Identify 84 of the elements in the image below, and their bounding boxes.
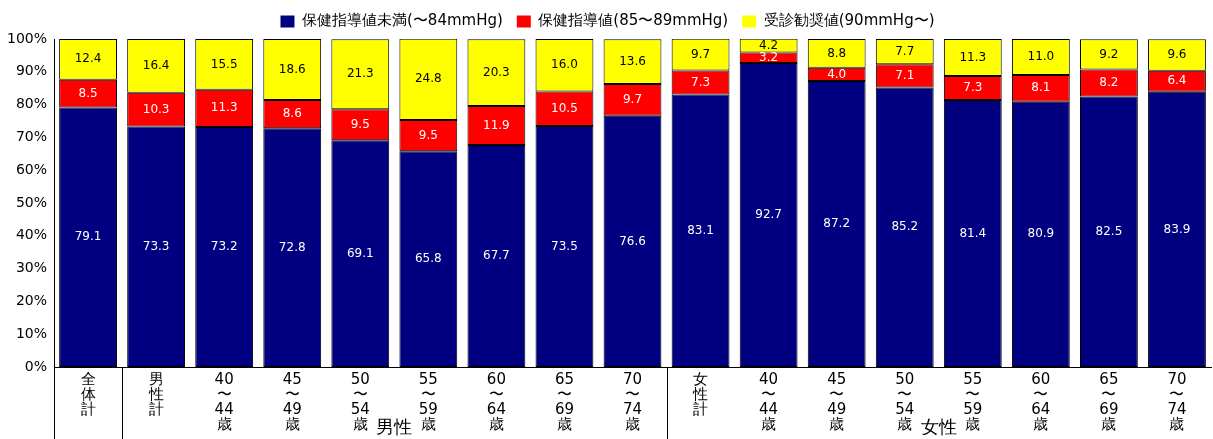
data-label: 8.1 xyxy=(1031,80,1051,95)
data-label: 9.7 xyxy=(622,91,643,106)
data-label: 85.2 xyxy=(891,219,919,234)
x-tick-label: 65〜69歳 xyxy=(1099,370,1119,434)
data-label: 12.4 xyxy=(74,51,102,66)
data-label: 73.2 xyxy=(210,239,238,254)
data-label: 80.9 xyxy=(1027,226,1055,241)
x-tick-label: 60〜64歳 xyxy=(486,370,506,434)
x-tick-label: 55〜59歳 xyxy=(963,370,983,434)
data-label: 18.6 xyxy=(278,61,306,76)
data-label: 83.9 xyxy=(1163,221,1191,236)
legend-label: 保健指導値(85〜89mmHg) xyxy=(538,11,729,30)
x-tick-label: 45〜49歳 xyxy=(282,370,302,434)
y-tick-label: 50% xyxy=(15,193,48,210)
text: 女性 xyxy=(920,415,957,437)
x-tick-label: 50〜54歳 xyxy=(350,370,370,434)
data-label: 10.5 xyxy=(551,100,578,115)
data-label: 16.4 xyxy=(142,58,170,73)
data-label: 81.4 xyxy=(959,225,987,240)
y-tick-label: 90% xyxy=(15,62,48,79)
y-tick-label: 80% xyxy=(15,95,48,112)
data-label: 16.0 xyxy=(551,57,578,72)
data-label: 72.8 xyxy=(278,239,306,254)
legend-label: 保健指導値未満(〜84mmHg) xyxy=(301,11,503,30)
data-label: 10.3 xyxy=(142,101,170,116)
data-label: 9.2 xyxy=(1099,46,1119,61)
data-label: 92.7 xyxy=(755,207,782,222)
data-label: 83.1 xyxy=(687,222,714,237)
data-label: 21.3 xyxy=(346,66,374,81)
data-label: 3.2 xyxy=(759,49,779,64)
data-label: 11.3 xyxy=(210,100,238,115)
data-label: 4.0 xyxy=(827,66,847,81)
data-label: 65.8 xyxy=(414,251,442,266)
x-tick-label: 50〜54歳 xyxy=(895,370,915,434)
y-tick-label: 70% xyxy=(15,128,48,145)
data-label: 73.3 xyxy=(142,238,170,253)
y-tick-label: 40% xyxy=(15,226,48,243)
y-tick-label: 20% xyxy=(15,292,48,309)
data-label: 79.1 xyxy=(74,229,102,244)
data-label: 67.7 xyxy=(483,248,510,263)
data-label: 20.3 xyxy=(483,64,510,79)
x-tick-label: 60〜64歳 xyxy=(1031,370,1051,434)
data-label: 8.8 xyxy=(827,45,847,60)
data-label: 73.5 xyxy=(551,238,578,253)
data-label: 8.2 xyxy=(1099,75,1119,90)
x-tick-label: 40〜44歳 xyxy=(759,370,779,434)
data-label: 6.4 xyxy=(1167,73,1187,88)
data-label: 7.1 xyxy=(895,68,915,83)
data-label: 9.7 xyxy=(691,46,711,61)
y-tick-label: 0% xyxy=(24,357,48,374)
x-tick-label: 70〜74歳 xyxy=(622,370,643,434)
data-label: 9.5 xyxy=(418,127,438,142)
data-label: 8.5 xyxy=(78,85,98,100)
data-label: 9.6 xyxy=(1167,47,1187,62)
data-label: 7.3 xyxy=(963,80,983,95)
data-label: 82.5 xyxy=(1095,223,1123,238)
y-tick-label: 10% xyxy=(15,324,48,341)
x-tick-label: 40〜44歳 xyxy=(214,370,234,434)
data-label: 4.2 xyxy=(759,37,779,52)
y-tick-label: 30% xyxy=(15,259,48,276)
data-label: 13.6 xyxy=(619,53,646,68)
x-tick-label: 男性計 xyxy=(147,370,164,419)
data-label: 87.2 xyxy=(823,216,851,231)
data-label: 69.1 xyxy=(346,245,374,260)
x-tick-label: 45〜49歳 xyxy=(827,370,847,434)
y-tick-label: 60% xyxy=(15,160,48,177)
data-label: 11.0 xyxy=(1027,49,1055,64)
data-label: 11.3 xyxy=(959,49,987,64)
data-label: 76.6 xyxy=(619,233,646,248)
data-label: 8.6 xyxy=(282,106,302,121)
x-tick-label: 70〜74歳 xyxy=(1167,370,1187,434)
data-label: 9.5 xyxy=(350,116,370,131)
text: 男性 xyxy=(376,415,413,437)
y-tick-label: 100% xyxy=(6,29,48,46)
data-label: 7.7 xyxy=(895,43,915,58)
data-label: 24.8 xyxy=(414,71,442,86)
data-label: 7.3 xyxy=(691,74,711,89)
data-label: 15.5 xyxy=(210,56,238,71)
x-tick-label: 女性計 xyxy=(692,370,709,419)
x-tick-label: 全体計 xyxy=(80,370,96,419)
x-tick-label: 65〜69歳 xyxy=(554,370,574,434)
x-tick-label: 55〜59歳 xyxy=(418,370,438,434)
data-label: 11.9 xyxy=(483,117,510,132)
legend-label: 受診勧奨値(90mmHg〜) xyxy=(763,11,935,30)
